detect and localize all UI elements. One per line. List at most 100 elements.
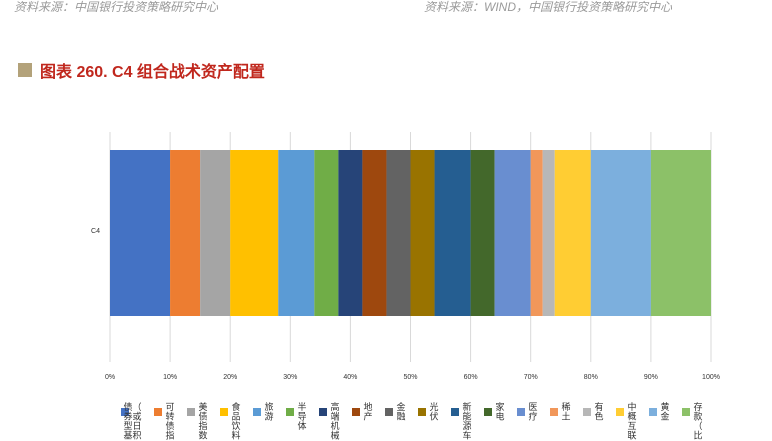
legend-label-char: 债 [123, 401, 132, 412]
legend-label-char: 产 [363, 411, 372, 422]
legend-label-char: 积 [132, 430, 141, 441]
legend-label-char: 土 [561, 411, 570, 422]
bar-segments [110, 150, 711, 316]
bar-segment [590, 150, 651, 316]
bar-segment [170, 150, 201, 316]
bar-segment [386, 150, 411, 316]
legend-label-char: 债 [165, 420, 174, 431]
legend-label-char: 地 [363, 401, 372, 412]
legend-swatch [154, 408, 162, 416]
x-tick-label: 40% [343, 374, 357, 381]
legend-swatch [187, 408, 195, 416]
legend-label-char: 可 [165, 402, 174, 412]
legend-label-char: 端 [330, 411, 339, 422]
bar-segment [230, 150, 279, 316]
legend-label-char: 医 [528, 402, 537, 412]
legend-label-char: 家 [495, 401, 504, 412]
x-tick-label: 90% [644, 374, 658, 381]
legend-label-char: 品 [231, 412, 240, 422]
legend-label-char: 指 [165, 430, 174, 441]
legend: （或日积债券型基可转债指美债指数食品饮料旅游半导体高端机械地产金融光伏新能源车家… [121, 401, 703, 441]
legend-label-char: 美 [198, 401, 207, 412]
legend-label-char: 款 [693, 411, 702, 422]
figure-title: 图表 260. C4 组合战术资产配置 [40, 64, 265, 81]
legend-label-char: 有 [594, 401, 603, 412]
legend-swatch [385, 408, 393, 416]
legend-label-char: 电 [495, 411, 504, 422]
legend-label-char: 债 [198, 411, 207, 422]
legend-label-char: 比 [693, 430, 702, 441]
legend-swatch [550, 408, 558, 416]
x-tick-label: 50% [403, 374, 417, 381]
legend-label-char: 机 [330, 420, 339, 431]
legend-label-char: 械 [330, 430, 339, 441]
legend-label-char: 导 [297, 412, 306, 422]
legend-swatch [517, 408, 525, 416]
figure-title-row: 图表 260. C4 组合战术资产配置 [18, 60, 265, 81]
legend-label-char: （ [132, 402, 141, 412]
bar-segment [434, 150, 471, 316]
bar-segment [470, 150, 495, 316]
legend-label-char: 能 [462, 411, 471, 422]
legend-label-char: 色 [594, 411, 603, 422]
legend-label-char: 金 [396, 401, 405, 412]
bar-segment [200, 150, 231, 316]
legend-label-char: 金 [660, 411, 669, 422]
legend-label-char: 或 [132, 411, 141, 422]
legend-label-char: 联 [627, 431, 636, 441]
legend-swatch [319, 408, 327, 416]
legend-label-char: 半 [297, 401, 306, 412]
legend-label-char: 基 [123, 430, 132, 441]
legend-swatch [220, 408, 228, 416]
legend-swatch [616, 408, 624, 416]
source-note-right: 资料来源：WIND，中国银行投资策略研究中心 [424, 0, 672, 14]
bar-segment [362, 150, 387, 316]
source-note-left: 资料来源：中国银行投资策略研究中心 [14, 0, 219, 14]
legend-label-char: 食 [231, 401, 240, 412]
legend-label-char: 转 [165, 411, 174, 422]
legend-label-char: 存 [693, 401, 702, 412]
legend-label-char: 伏 [429, 411, 438, 422]
legend-label-char: 券 [123, 411, 132, 422]
legend-label-char: 光 [429, 401, 438, 412]
legend-swatch [649, 408, 657, 416]
category-label: C4 [91, 228, 100, 235]
legend-swatch [352, 408, 360, 416]
x-tick-label: 0% [105, 374, 115, 381]
legend-swatch [418, 408, 426, 416]
legend-label-char: 旅 [264, 401, 273, 412]
legend-label-char: 游 [264, 411, 273, 422]
bar-segment [542, 150, 555, 316]
bar-segment [278, 150, 315, 316]
bar-segment [338, 150, 363, 316]
legend-swatch [253, 408, 261, 416]
legend-label-char: 新 [462, 401, 471, 412]
axis-labels: C4 0% 10% 20% 30% 40% 50% 60% 70% 80% 90% 100% [91, 228, 720, 381]
bar-segment [110, 150, 171, 316]
legend-label-char: 稀 [561, 401, 570, 412]
legend-swatch [682, 408, 690, 416]
x-tick-label: 30% [283, 374, 297, 381]
legend-label-char: 源 [462, 421, 471, 431]
legend-label-char: 融 [396, 412, 405, 422]
legend-swatch [451, 408, 459, 416]
legend-swatch [286, 408, 294, 416]
legend-swatch [484, 408, 492, 416]
bar-segment [314, 150, 339, 316]
x-tick-label: 70% [524, 374, 538, 381]
legend-label-char: 高 [330, 401, 339, 412]
x-tick-label: 20% [223, 374, 237, 381]
x-tick-label: 100% [702, 374, 720, 381]
bar-segment [650, 150, 711, 316]
x-tick-label: 80% [584, 374, 598, 381]
legend-label-char: 型 [123, 421, 132, 431]
bar-segment [494, 150, 531, 316]
legend-label-char: 料 [231, 430, 240, 441]
legend-label-char: 概 [627, 411, 636, 422]
x-tick-label: 60% [464, 374, 478, 381]
legend-label-char: 互 [627, 421, 636, 431]
legend-swatch [583, 408, 591, 416]
legend-label-char: 体 [297, 420, 306, 431]
legend-label-char: 日 [132, 421, 141, 431]
legend-label-char: 黄 [660, 401, 669, 412]
